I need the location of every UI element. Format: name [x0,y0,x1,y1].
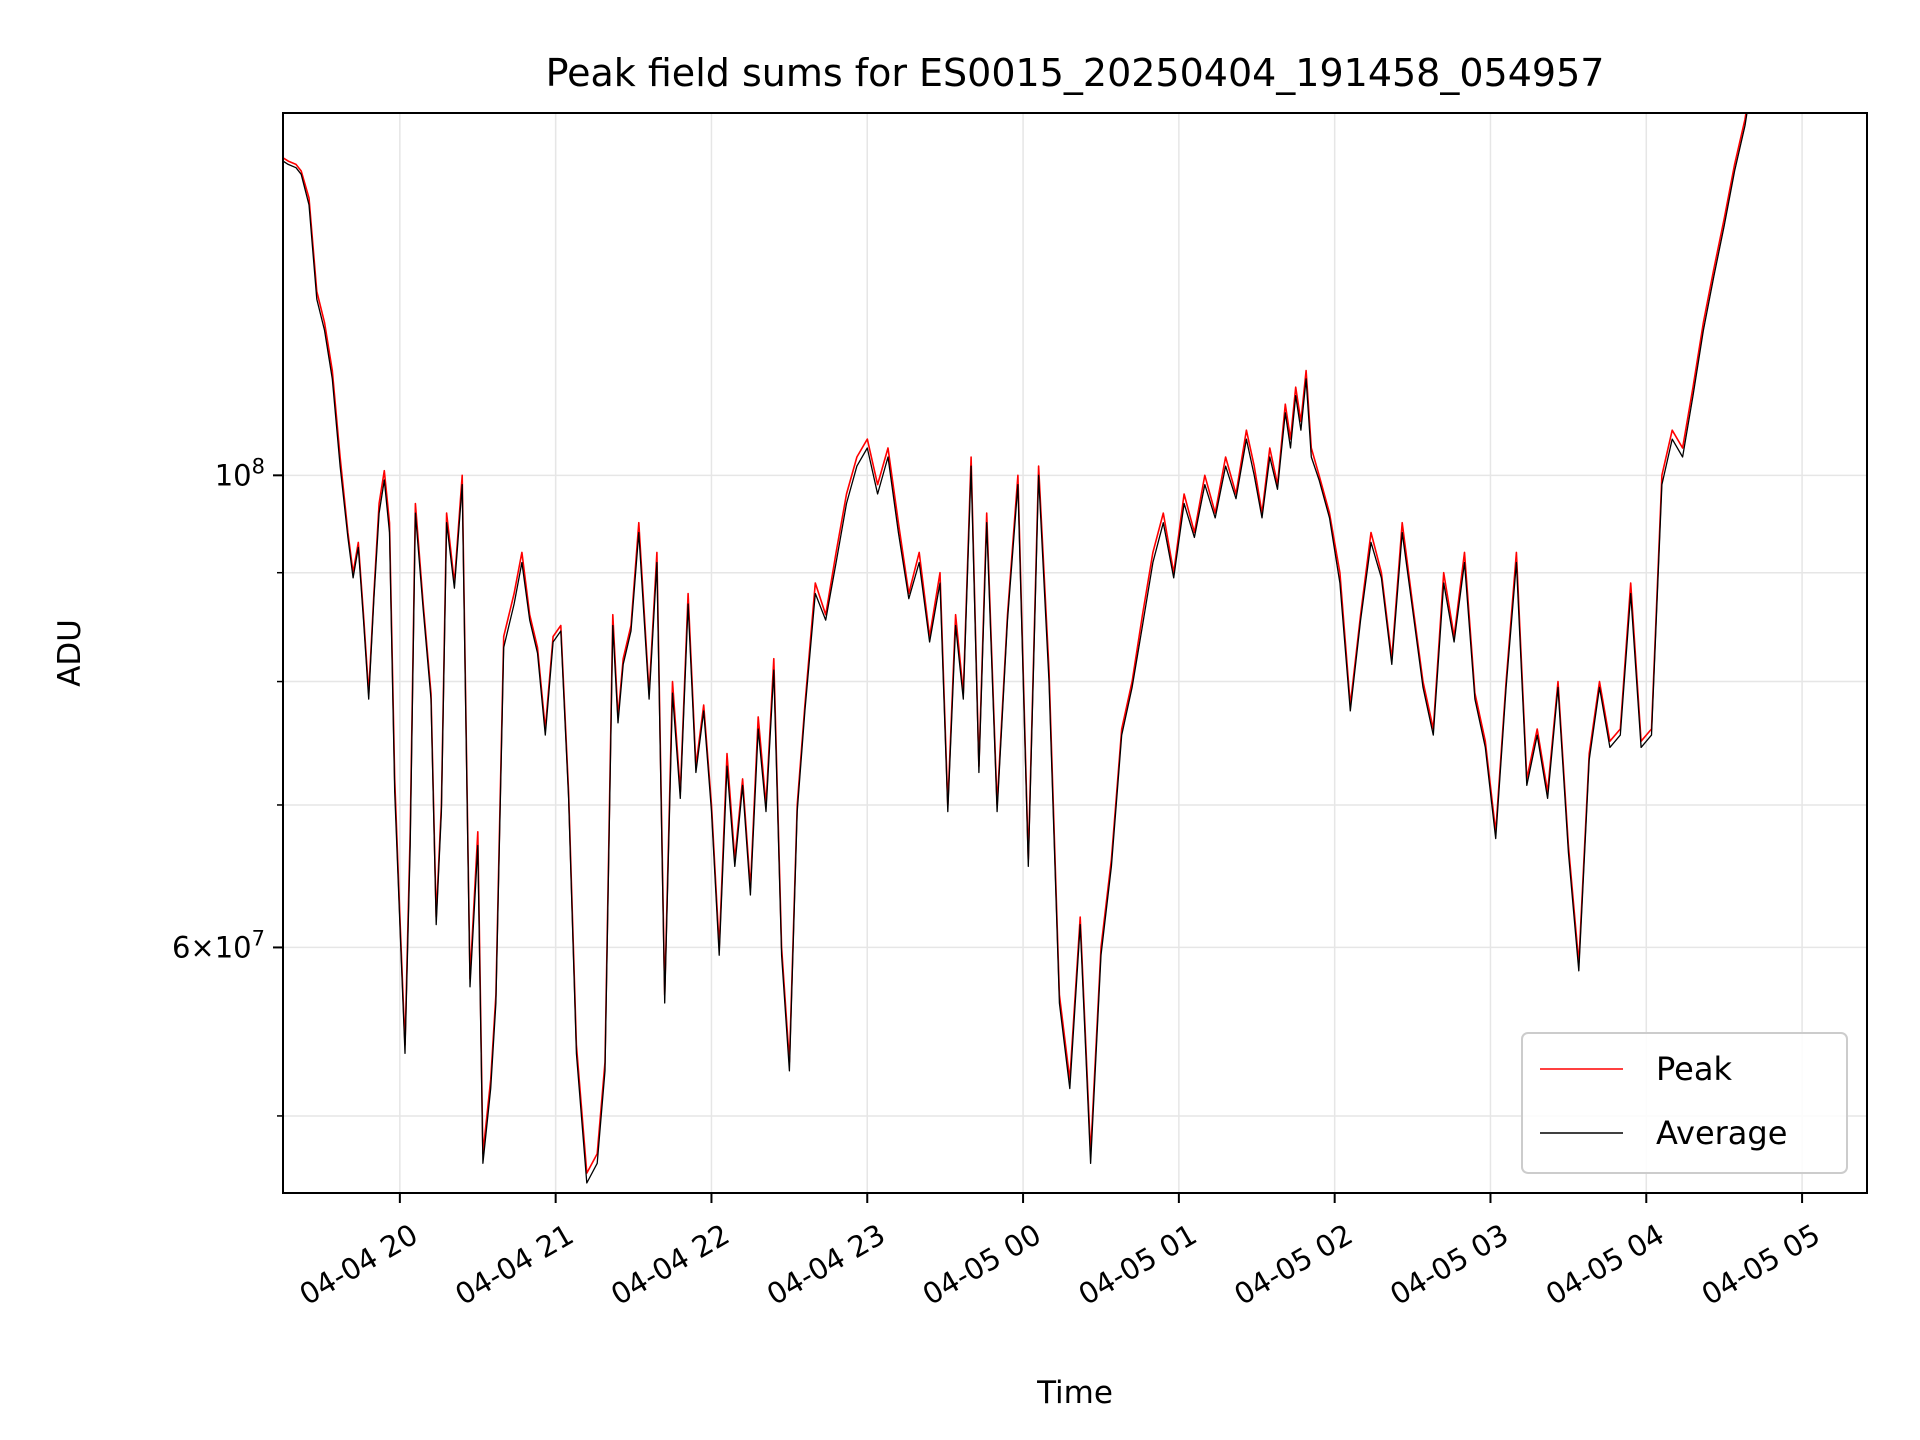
chart-title: Peak field sums for ES0015_20250404_1914… [546,51,1605,95]
y-tick-label: 6×107 [172,926,265,964]
legend-label-average: Average [1656,1114,1787,1152]
legend: Peak Average [1521,1032,1848,1174]
y-axis-label: ADU [52,619,88,687]
plot-frame [282,112,1868,1194]
y-axis-ticks: 108 6×107 [172,454,283,1117]
legend-box [1521,1032,1848,1174]
series-line-average [283,113,1748,1184]
y-tick-label: 108 [215,454,265,492]
series-lines [283,113,1748,1184]
plot-area [283,113,1867,1193]
legend-label-peak: Peak [1656,1050,1732,1088]
x-axis-label: Time [1036,1375,1113,1411]
